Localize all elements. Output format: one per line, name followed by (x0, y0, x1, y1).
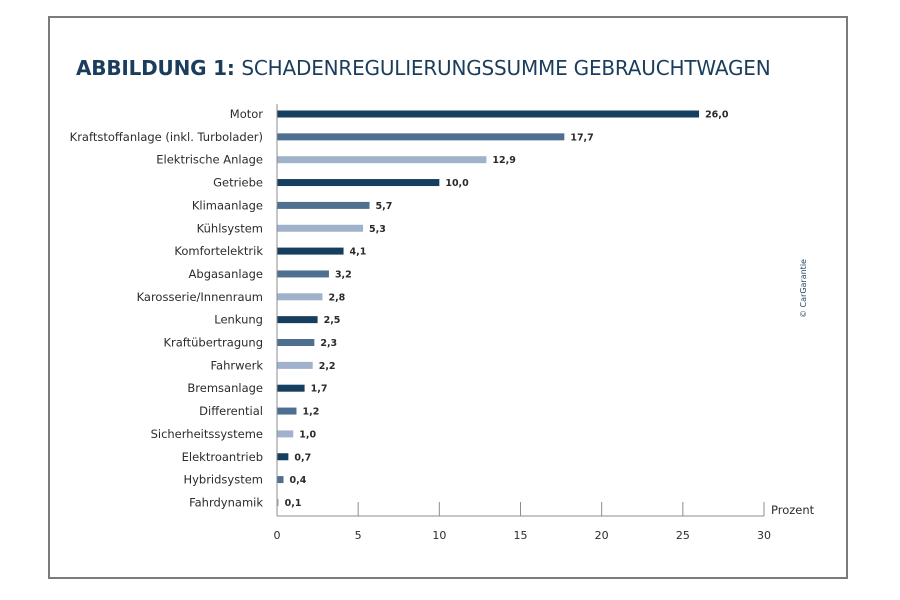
chart-title-main: SCHADENREGULIERUNGSSUMME GEBRAUCHTWAGEN (241, 56, 771, 80)
bar (277, 201, 370, 209)
value-label: 2,2 (319, 361, 336, 372)
category-label: Hybridsystem (183, 473, 263, 487)
value-label: 17,7 (570, 132, 593, 143)
value-label: 5,7 (376, 201, 393, 212)
category-label: Lenkung (214, 313, 263, 327)
bar (277, 316, 318, 324)
bar (277, 430, 294, 438)
value-label: 0,4 (289, 475, 306, 486)
category-label: Fahrdynamik (189, 495, 263, 509)
value-label: 4,1 (350, 247, 367, 258)
category-label: Karosserie/Innenraum (137, 290, 263, 304)
category-label: Differential (199, 404, 263, 418)
x-tick-label: 5 (355, 529, 362, 542)
value-label: 2,5 (324, 315, 341, 326)
category-label: Elektroantrieb (182, 450, 263, 464)
value-label: 0,1 (285, 498, 302, 509)
bar (277, 339, 315, 346)
bar (277, 110, 700, 118)
category-label: Kraftübertragung (163, 336, 263, 350)
value-label: 12,9 (492, 155, 515, 166)
value-label: 5,3 (369, 224, 386, 235)
category-label: Komfortelektrik (174, 244, 263, 258)
value-label: 1,7 (311, 384, 328, 395)
bar (277, 384, 305, 392)
chart-frame (48, 16, 848, 579)
x-tick-label: 30 (757, 529, 771, 542)
category-label: Kühlsystem (197, 221, 263, 235)
x-tick-label: 10 (432, 529, 446, 542)
copyright-note: © CarGarantie (799, 259, 808, 318)
chart-title: ABBILDUNG 1: SCHADENREGULIERUNGSSUMME GE… (76, 54, 771, 82)
value-label: 26,0 (705, 110, 729, 121)
value-label: 1,2 (302, 407, 319, 418)
x-tick-label: 15 (514, 529, 528, 542)
category-label: Fahrwerk (211, 358, 264, 372)
bar (277, 247, 344, 255)
x-tick-label: 25 (676, 529, 690, 542)
bar (277, 133, 565, 141)
category-label: Klimaanlage (192, 198, 263, 212)
copyright-text: © CarGarantie (799, 259, 808, 318)
bar (277, 179, 440, 187)
bar (277, 293, 323, 301)
bar (277, 407, 297, 415)
category-label: Sicherheitssysteme (151, 427, 263, 441)
bar (277, 270, 329, 278)
category-label: Motor (230, 107, 264, 121)
bar (277, 498, 279, 506)
value-label: 3,2 (335, 269, 352, 280)
value-label: 2,8 (328, 292, 345, 303)
value-label: 2,3 (320, 338, 337, 349)
bar (277, 361, 313, 369)
category-label: Bremsanlage (187, 381, 263, 395)
bar (277, 224, 364, 232)
chart-title-bold: ABBILDUNG 1: (76, 56, 235, 80)
bar (277, 476, 284, 484)
value-label: 0,7 (294, 452, 311, 463)
value-label: 1,0 (299, 429, 316, 440)
bar (277, 453, 289, 461)
value-label: 10,0 (445, 178, 469, 189)
category-label: Abgasanlage (189, 267, 263, 281)
x-axis-label: Prozent (771, 503, 815, 517)
x-tick-label: 0 (274, 529, 281, 542)
bar (277, 156, 487, 164)
category-label: Getriebe (213, 176, 263, 190)
category-label: Kraftstoffanlage (inkl. Turbolader) (70, 130, 263, 144)
x-tick-label: 20 (595, 529, 609, 542)
category-label: Elektrische Anlage (156, 153, 263, 167)
